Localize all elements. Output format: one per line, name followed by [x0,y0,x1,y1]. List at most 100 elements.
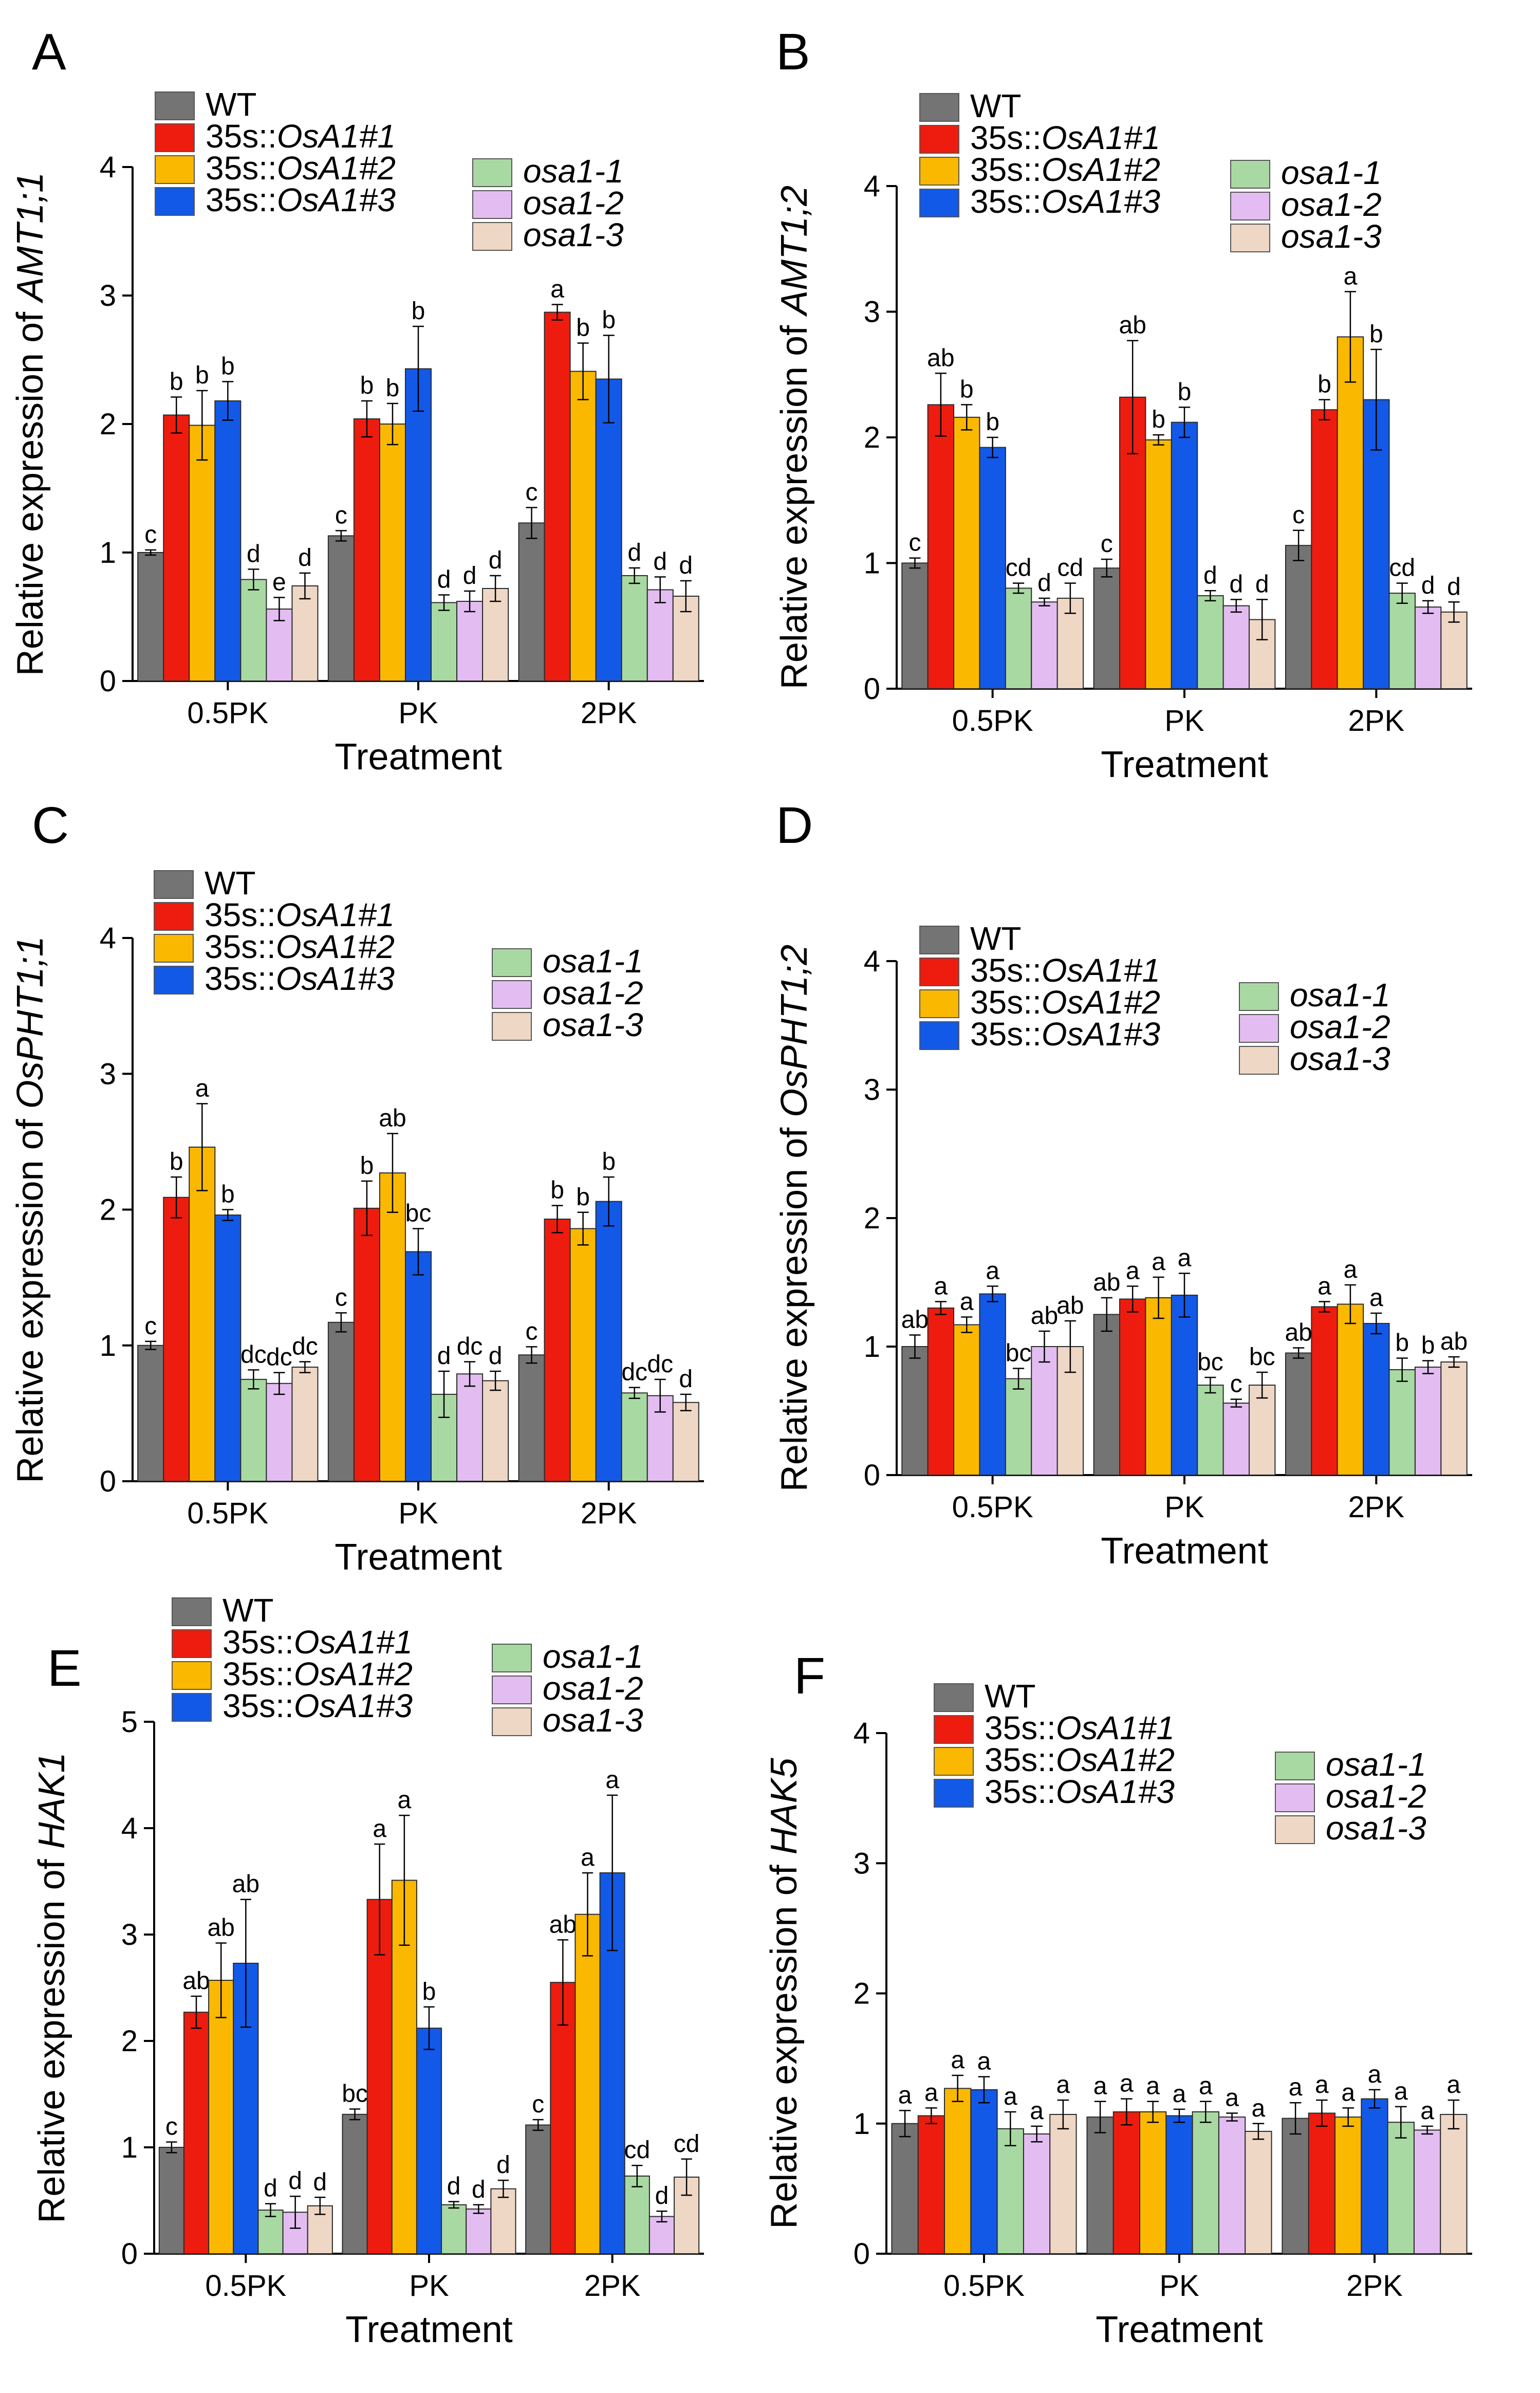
legend-swatch [154,870,194,899]
bar [490,2188,516,2254]
bar [1119,1298,1146,1476]
significance-label: c [526,479,538,506]
bar [1093,1314,1121,1476]
panel-D: D 0 1 2 3 4 Relative expression of OsPHT1;2 0.5… [774,797,1472,1572]
significance-label: b [221,1181,235,1208]
y-tick-label: 4 [864,170,880,203]
legend-label-text: 35s:: [206,118,277,155]
panel-letter: D [776,797,813,854]
significance-label: cd [674,2130,700,2158]
significance-label: c [335,1284,347,1311]
y-tick-label: 4 [854,1717,870,1750]
legend-label-italic: OsA1#3 [1042,1016,1161,1053]
y-axis-title-text: Relative expression of [10,1109,51,1483]
legend-label: osa1-3 [543,1006,643,1043]
significance-label: a [1146,2073,1160,2100]
y-tick-label: 2 [121,2024,138,2058]
bar [901,562,929,689]
legend-label-text: 35s:: [970,984,1042,1021]
significance-label: d [463,562,477,590]
legend-swatch [919,157,959,186]
legend-swatch [492,1644,532,1672]
significance-label: e [272,569,286,596]
legend-label: 35s::OsA1#3 [222,1687,413,1724]
significance-label: c [532,2091,544,2118]
y-axis-title-text: Relative expression of [764,1854,805,2229]
legend-label-italic: OsA1#2 [277,150,396,187]
y-tick-label: 2 [854,1977,870,2011]
significance-label: a [898,2082,912,2109]
legend-swatch [1275,1752,1315,1780]
significance-label: dc [240,1341,267,1368]
legend-label: osa1-1 [543,1638,643,1675]
x-tick-label: 0.5PK [952,704,1033,738]
y-tick-label: 3 [100,1057,116,1091]
bar [137,1345,164,1482]
x-tick-label: 2PK [1346,2269,1403,2303]
y-tick-label: 1 [100,536,116,569]
significance-label: ab [927,344,954,372]
y-tick-label: 2 [864,421,880,454]
legend-label-italic: osa1-3 [543,1702,643,1739]
legend-swatch [172,1693,212,1722]
significance-label: a [1318,1273,1331,1300]
bar [163,1196,190,1482]
y-tick-label: 2 [100,1193,116,1227]
y-axis-title-gene: HAK5 [764,1757,805,1854]
significance-label: a [195,1075,209,1102]
y-axis-title: Relative expression of OsPHT1;2 [774,945,815,1492]
legend-swatch [472,222,512,251]
bar [574,1913,601,2254]
significance-label: d [1255,570,1269,598]
bar [1171,1295,1198,1476]
bar [569,1228,597,1482]
legend-label-text: 35s:: [222,1655,294,1692]
significance-label: c [144,1313,157,1340]
panel-letter: A [32,23,66,81]
significance-label: a [924,2079,938,2106]
bar [569,371,597,682]
significance-label: ab [1093,1269,1120,1296]
legend-swatch [1275,1783,1315,1812]
bar [1440,1361,1468,1476]
bar [189,1146,216,1482]
bar [266,1383,293,1482]
y-tick-label: 4 [864,945,880,978]
legend-label-italic: OsA1#1 [276,896,395,933]
significance-label: ab [1440,1328,1468,1355]
significance-label: a [1199,2073,1213,2100]
y-axis-title-text: Relative expression of [774,1117,815,1492]
bar [979,447,1006,689]
bar [1285,545,1312,690]
bar [1139,2111,1167,2255]
legend-swatch [492,1012,532,1041]
y-axis-title: Relative expression of HAK5 [764,1757,805,2229]
significance-label: ab [207,1915,234,1942]
y-axis-title-gene: OsPHT1;1 [10,936,51,1109]
significance-label: d [1229,570,1243,598]
legend-label-text: 35s:: [970,119,1042,156]
panel-C: C 0 1 2 3 4 Relative expression of OsPHT1;1 0.5… [10,797,704,1578]
bar [1308,2112,1336,2255]
legend-label-text: 35s:: [222,1624,294,1661]
bar [1334,2116,1362,2254]
legend-label-italic: OsA1#2 [1042,151,1160,188]
legend-swatch [1230,160,1270,189]
significance-label: ab [1285,1319,1312,1347]
legend-swatch [934,1683,974,1712]
legend-label-italic: osa1-1 [1326,1746,1426,1783]
bar [1337,1303,1364,1476]
panel-E: E 0 1 2 3 4 5 Relative expression of HAK1 0.5PK c… [31,1592,704,2350]
bar [917,2115,945,2255]
significance-label: ab [1056,1292,1084,1319]
bar [1192,2111,1219,2255]
significance-label: d [298,544,312,572]
bar [1222,605,1250,689]
legend-label-italic: OsA1#2 [276,928,395,965]
legend-label-italic: OsA1#1 [1042,952,1160,989]
y-tick-label: 4 [121,1812,138,1845]
significance-label: a [977,2048,991,2075]
y-axis-title: Relative expression of OsPHT1;1 [10,936,51,1483]
y-tick-label: 4 [100,922,116,955]
bar [431,602,458,682]
